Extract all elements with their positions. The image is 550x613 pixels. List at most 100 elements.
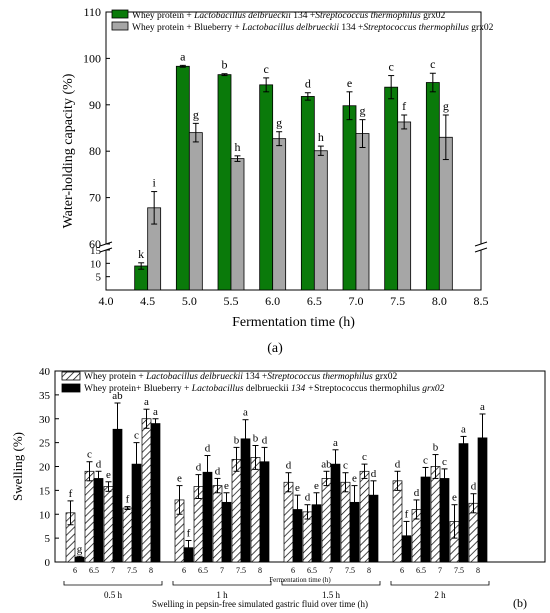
significance-letter: f xyxy=(187,528,191,540)
bar xyxy=(313,150,328,291)
significance-letter: g xyxy=(276,116,282,130)
significance-letter: d xyxy=(96,458,102,470)
category-label: 6 xyxy=(291,566,295,575)
y-tick-label: 60 xyxy=(89,237,101,251)
significance-letter: g xyxy=(193,107,199,121)
category-label: 7.5 xyxy=(236,566,246,575)
bar xyxy=(150,423,161,563)
bar xyxy=(231,458,242,563)
significance-letter: c xyxy=(442,456,447,468)
bar xyxy=(250,457,261,563)
y-tick-label: 90 xyxy=(89,98,101,112)
x-tick-label: 7.0 xyxy=(349,294,364,308)
y-tick-label: 70 xyxy=(89,191,101,205)
bar xyxy=(93,478,104,563)
significance-letter: d xyxy=(262,434,268,446)
significance-letter: c xyxy=(389,60,394,74)
inner-x-axis-title: Fermentation time (h) xyxy=(269,576,331,584)
significance-letter: b xyxy=(253,432,259,444)
legend-entry: Whey protein+ Blueberry + Lactobacillus … xyxy=(84,384,445,394)
significance-letter: c xyxy=(343,460,348,472)
bar xyxy=(397,121,412,291)
bar xyxy=(430,466,441,563)
category-label: 6 xyxy=(400,566,404,575)
significance-letter: a xyxy=(144,396,149,408)
group-bracket xyxy=(63,581,163,586)
bar xyxy=(188,132,203,291)
bar xyxy=(259,84,274,291)
category-label: 6.5 xyxy=(416,566,426,575)
significance-letter: f xyxy=(405,508,409,520)
y-tick-label: 100 xyxy=(83,51,101,65)
significance-letter: c xyxy=(87,449,92,461)
bar xyxy=(84,470,95,563)
group-label: 1 h xyxy=(216,590,228,600)
bar xyxy=(355,133,370,291)
significance-letter: a xyxy=(243,407,248,419)
axis-break-mark xyxy=(474,241,488,247)
group-label: 1.5 h xyxy=(322,590,341,600)
category-label: 7 xyxy=(111,566,115,575)
group-bracket xyxy=(172,581,272,586)
category-label: 7.5 xyxy=(127,566,137,575)
significance-letter: c xyxy=(264,62,269,76)
category-label: 8 xyxy=(258,566,262,575)
significance-letter: g xyxy=(443,99,449,113)
bar xyxy=(300,96,315,291)
significance-letter: k xyxy=(138,247,144,261)
significance-letter: e xyxy=(314,480,319,492)
significance-letter: g xyxy=(77,543,83,555)
y-tick-label: 110 xyxy=(83,5,101,19)
significance-letter: e xyxy=(452,492,457,504)
significance-letter: d xyxy=(215,465,221,477)
bar xyxy=(438,136,453,291)
bar xyxy=(359,470,370,563)
significance-letter: c xyxy=(430,57,435,71)
legend-swatch xyxy=(111,21,129,31)
significance-letter: e xyxy=(224,480,229,492)
significance-letter: a xyxy=(180,49,186,63)
significance-letter: a xyxy=(461,423,466,435)
bar xyxy=(425,82,440,291)
group-label: 2 h xyxy=(434,590,446,600)
panel-label: (b) xyxy=(513,596,527,610)
axis-break-gap xyxy=(98,244,489,250)
legend-entry: Whey protein + Blueberry + Lactobacillus… xyxy=(132,23,494,33)
bar xyxy=(217,74,232,291)
bar xyxy=(141,418,152,563)
legend-entry: Whey protein + Lactobacillus delbrueckii… xyxy=(132,11,446,21)
category-label: 6 xyxy=(73,566,77,575)
bar xyxy=(439,478,450,563)
significance-letter: c xyxy=(362,451,367,463)
significance-letter: e xyxy=(295,482,300,494)
legend-swatch xyxy=(61,383,81,393)
bar xyxy=(230,158,245,291)
y-tick-label: 15 xyxy=(39,485,51,497)
significance-letter: d xyxy=(471,481,477,493)
significance-letter: f xyxy=(69,488,73,500)
bar xyxy=(175,65,190,291)
significance-letter: a xyxy=(153,406,158,418)
y-tick-label: 0 xyxy=(45,557,51,569)
group-label: 0.5 h xyxy=(104,590,123,600)
y-tick-label: 20 xyxy=(39,462,51,474)
y-tick-label: 30 xyxy=(39,414,51,426)
significance-letter: b xyxy=(234,434,240,446)
x-tick-label: 4.0 xyxy=(99,294,114,308)
bar xyxy=(392,480,403,563)
y-axis-title: Water-holding capacity (%) xyxy=(61,73,76,228)
bar xyxy=(283,481,294,563)
significance-letter: f xyxy=(402,99,406,113)
category-label: 7 xyxy=(220,566,224,575)
category-label: 7.5 xyxy=(454,566,464,575)
y-axis-title: Swelling (%) xyxy=(10,432,25,501)
significance-letter: a xyxy=(480,401,485,413)
significance-letter: c xyxy=(423,454,428,466)
category-label: 6.5 xyxy=(307,566,317,575)
significance-letter: b xyxy=(222,58,228,72)
significance-letter: d xyxy=(414,487,420,499)
y-tick-label: 10 xyxy=(39,509,51,521)
significance-letter: a xyxy=(333,437,338,449)
x-tick-label: 6.5 xyxy=(307,294,322,308)
